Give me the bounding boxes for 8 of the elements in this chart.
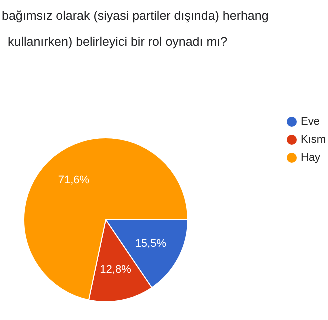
- data-label: 12,8%: [100, 264, 132, 276]
- chart-title: bağımsız olarak (siyasi partiler dışında) herhang kullanırken) belirleyici bir rol oynadı mı?: [2, 9, 269, 49]
- legend-label: Eve: [301, 116, 320, 128]
- legend-label: Hay: [301, 152, 322, 164]
- data-label: 71,6%: [58, 174, 90, 186]
- pie-slice: [24, 138, 188, 301]
- legend-label: Kısm: [301, 134, 326, 146]
- data-label: 15,5%: [135, 238, 167, 250]
